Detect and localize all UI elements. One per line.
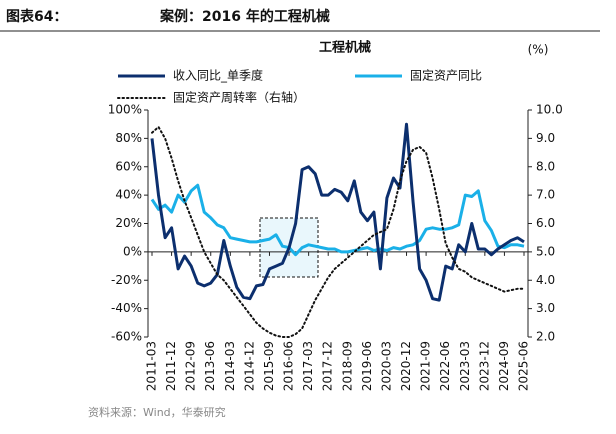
y2-tick-label: 3.0 xyxy=(536,301,555,315)
x-tick-label: 2011-12 xyxy=(164,341,178,391)
x-tick-label: 2017-03 xyxy=(301,341,315,391)
series-line xyxy=(150,183,525,257)
x-tick-label: 2022-06 xyxy=(438,341,452,391)
x-tick-label: 2012-09 xyxy=(184,341,198,391)
x-tick-label: 2020-03 xyxy=(379,341,393,391)
x-tick-label: 2014-03 xyxy=(223,341,237,391)
x-tick-label: 2023-12 xyxy=(477,341,491,391)
unit-label: (%) xyxy=(528,43,549,57)
y-tick-label: 0% xyxy=(123,244,142,258)
y-tick-label: -20% xyxy=(111,273,142,287)
figure-title: 案例：2016 年的工程机械 xyxy=(159,8,330,25)
x-tick-label: 2024-09 xyxy=(497,341,511,391)
y-tick-label: -40% xyxy=(111,301,142,315)
y2-tick-label: 6.0 xyxy=(536,216,555,230)
y2-tick-label: 8.0 xyxy=(536,159,555,173)
series-line xyxy=(151,126,525,338)
figure-number: 图表64： xyxy=(6,8,67,25)
y-tick-label: -60% xyxy=(111,330,142,344)
x-tick-label: 2025-06 xyxy=(517,341,531,391)
y-tick-label: 40% xyxy=(115,188,142,202)
y2-tick-label: 7.0 xyxy=(536,188,555,202)
x-tick-label: 2019-06 xyxy=(360,341,374,391)
y2-tick-label: 5.0 xyxy=(536,244,555,258)
y2-tick-label: 10.0 xyxy=(536,103,563,117)
legend-label: 收入同比_单季度 xyxy=(173,68,263,83)
x-tick-label: 2018-09 xyxy=(340,341,354,391)
legend-label: 固定资产同比 xyxy=(410,68,482,83)
x-tick-label: 2021-09 xyxy=(419,341,433,391)
legend-label: 固定资产周转率（右轴） xyxy=(173,90,305,105)
y2-tick-label: 2.0 xyxy=(536,330,555,344)
y2-tick-label: 4.0 xyxy=(536,273,555,287)
x-tick-label: 2015-09 xyxy=(262,341,276,391)
x-tick-label: 2014-12 xyxy=(242,341,256,391)
source-note: 资料来源：Wind，华泰研究 xyxy=(88,405,226,419)
series-line xyxy=(150,122,525,302)
x-tick-label: 2016-06 xyxy=(282,341,296,391)
y2-tick-label: 9.0 xyxy=(536,131,555,145)
y-tick-label: 20% xyxy=(115,216,142,230)
x-tick-label: 2013-06 xyxy=(203,341,217,391)
y-tick-label: 80% xyxy=(115,131,142,145)
chart-title: 工程机械 xyxy=(319,40,371,56)
x-tick-label: 2011-03 xyxy=(145,341,159,391)
y-tick-label: 60% xyxy=(115,159,142,173)
x-tick-label: 2017-12 xyxy=(321,341,335,391)
x-tick-label: 2023-03 xyxy=(458,341,472,391)
y-tick-label: 100% xyxy=(108,103,142,117)
x-tick-label: 2020-12 xyxy=(399,341,413,391)
